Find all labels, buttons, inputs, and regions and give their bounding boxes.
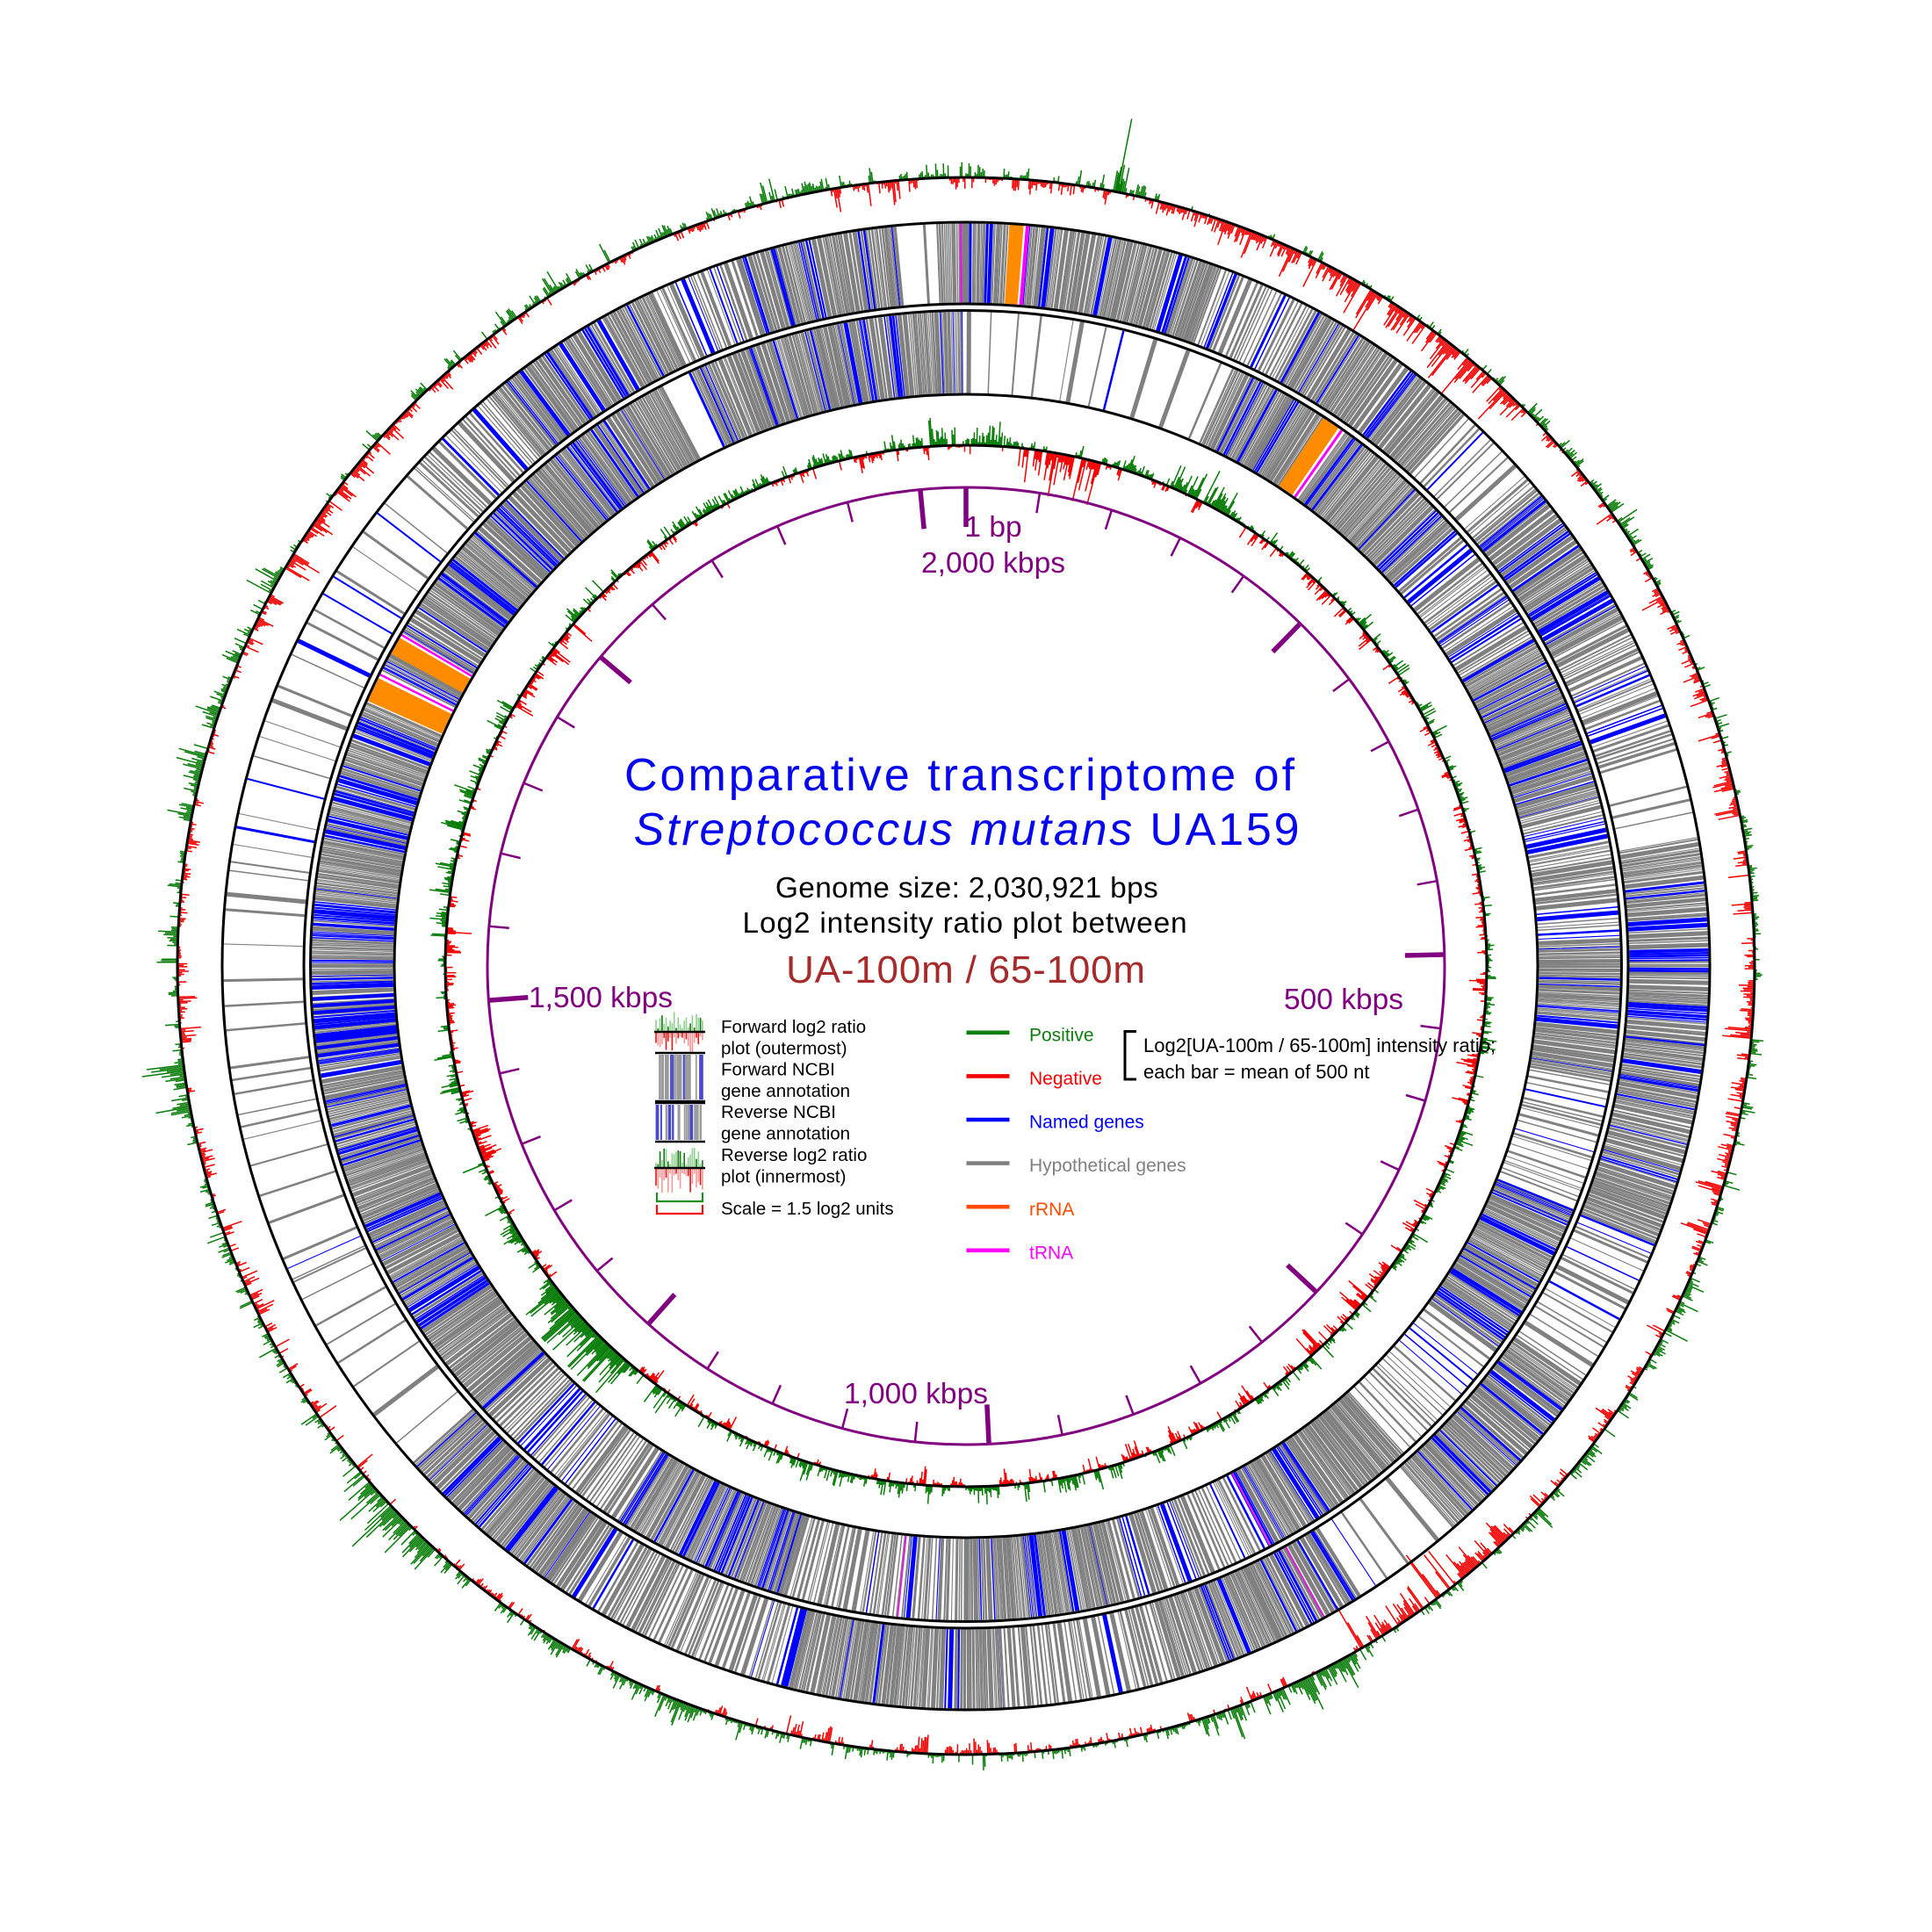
svg-text:each bar = mean of 500 nt: each bar = mean of 500 nt [1143,1061,1369,1083]
svg-text:Positive: Positive [1029,1025,1094,1045]
svg-text:Streptococcus mutans UA159: Streptococcus mutans UA159 [634,804,1302,855]
svg-text:gene annotation: gene annotation [721,1081,850,1101]
svg-text:Log2[UA-100m / 65-100m] intens: Log2[UA-100m / 65-100m] intensity ratio; [1143,1034,1496,1056]
svg-text:Negative: Negative [1029,1069,1102,1089]
svg-text:500 kbps: 500 kbps [1284,984,1403,1016]
svg-text:Hypothetical genes: Hypothetical genes [1029,1156,1186,1176]
svg-text:1 bp: 1 bp [964,511,1021,544]
svg-text:Forward NCBI: Forward NCBI [721,1059,835,1079]
svg-text:1,000 kbps: 1,000 kbps [844,1378,988,1410]
svg-text:Reverse NCBI: Reverse NCBI [721,1102,836,1122]
svg-text:Scale = 1.5 log2 units: Scale = 1.5 log2 units [721,1199,894,1219]
svg-text:Forward log2 ratio: Forward log2 ratio [721,1017,866,1037]
svg-text:UA-100m / 65-100m: UA-100m / 65-100m [786,948,1146,991]
svg-text:2,000 kbps: 2,000 kbps [921,547,1065,580]
svg-text:plot (outermost): plot (outermost) [721,1038,847,1058]
svg-text:Named genes: Named genes [1029,1113,1144,1133]
svg-text:Comparative transcriptome of: Comparative transcriptome of [624,750,1297,801]
svg-text:tRNA: tRNA [1029,1243,1073,1263]
svg-text:rRNA: rRNA [1029,1200,1074,1220]
svg-text:Log2 intensity ratio plot betw: Log2 intensity ratio plot between [743,907,1188,940]
svg-text:Reverse log2 ratio: Reverse log2 ratio [721,1145,867,1165]
svg-text:1,500 kbps: 1,500 kbps [529,982,673,1014]
svg-text:plot (innermost): plot (innermost) [721,1166,846,1186]
svg-text:Genome size: 2,030,921 bps: Genome size: 2,030,921 bps [775,872,1158,905]
svg-text:gene annotation: gene annotation [721,1124,850,1144]
